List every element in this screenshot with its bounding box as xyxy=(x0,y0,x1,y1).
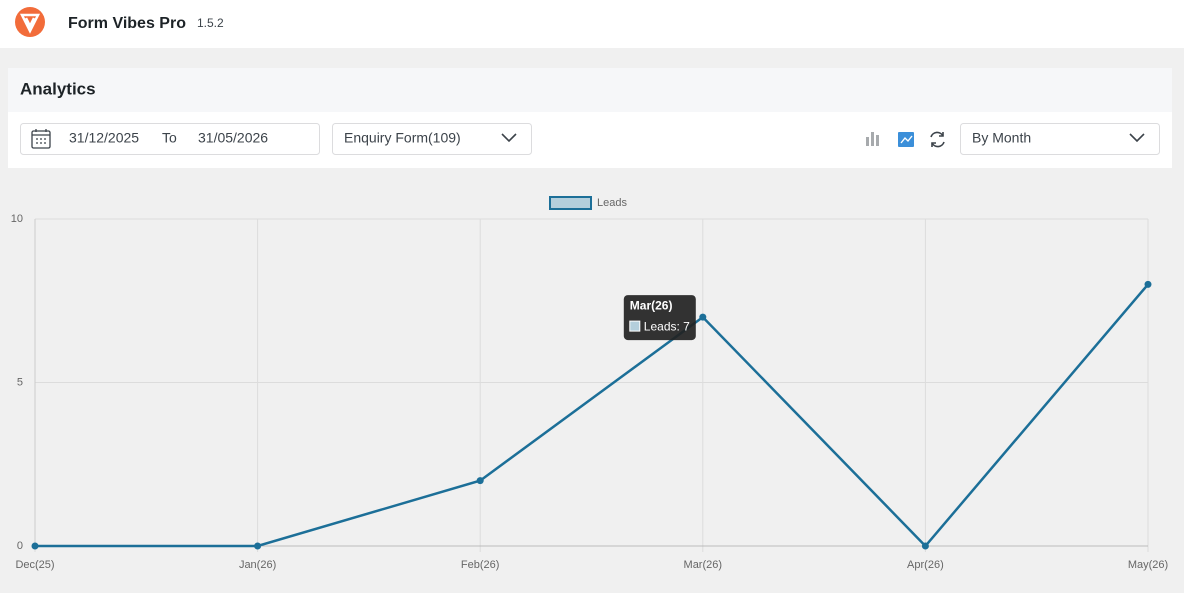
period-select[interactable] xyxy=(960,123,1160,155)
point xyxy=(921,542,929,550)
date-separator: To xyxy=(162,130,177,146)
bar-chart-icon[interactable] xyxy=(866,132,879,146)
legend-label: Leads xyxy=(597,197,627,209)
logo-mark xyxy=(19,13,41,34)
date-from[interactable]: 31/12/2025 xyxy=(69,130,139,146)
refresh-icon[interactable] xyxy=(930,131,945,148)
form-select-value: Enquiry Form(109) xyxy=(344,130,461,146)
y-tick-label: 10 xyxy=(11,213,23,225)
chevron xyxy=(1129,133,1145,143)
period-select-value: By Month xyxy=(972,130,1031,146)
x-tick-label: Dec(25) xyxy=(15,559,54,571)
top-bar xyxy=(0,0,1184,48)
y-tick-label: 5 xyxy=(17,376,23,388)
x-tick-label: Apr(26) xyxy=(907,559,944,571)
x-tick-label: Mar(26) xyxy=(684,559,723,571)
point xyxy=(1144,280,1152,288)
panel-header xyxy=(8,68,1172,112)
app-title: Form Vibes Pro xyxy=(68,15,186,32)
x-tick-label: Feb(26) xyxy=(461,559,500,571)
tooltip xyxy=(623,295,696,341)
legend-swatch xyxy=(549,196,592,210)
chevron xyxy=(501,133,517,143)
date-range[interactable] xyxy=(20,123,320,155)
point xyxy=(254,542,262,550)
line xyxy=(35,283,1149,548)
x-tick-label: May(26) xyxy=(1128,559,1168,571)
tooltip-swatch xyxy=(629,320,641,332)
panel-title: Analytics xyxy=(20,79,96,98)
line-chart-glyph xyxy=(900,135,913,144)
form-select[interactable] xyxy=(332,123,532,155)
date-to[interactable]: 31/05/2026 xyxy=(198,130,268,146)
x-tick-label: Jan(26) xyxy=(239,559,276,571)
point xyxy=(699,313,707,321)
app-version: 1.5.2 xyxy=(197,16,224,30)
tooltip-title: Mar(26) xyxy=(630,298,673,312)
chart: 0 5 10 Dec(25) Jan(26) Feb(26) Mar(26) Apr(26) M… xyxy=(11,196,1168,571)
calendar-icon xyxy=(31,129,51,149)
tooltip-text: Leads: 7 xyxy=(644,319,690,333)
point xyxy=(476,477,484,485)
y-tick-label: 0 xyxy=(17,540,23,552)
point xyxy=(31,542,39,550)
